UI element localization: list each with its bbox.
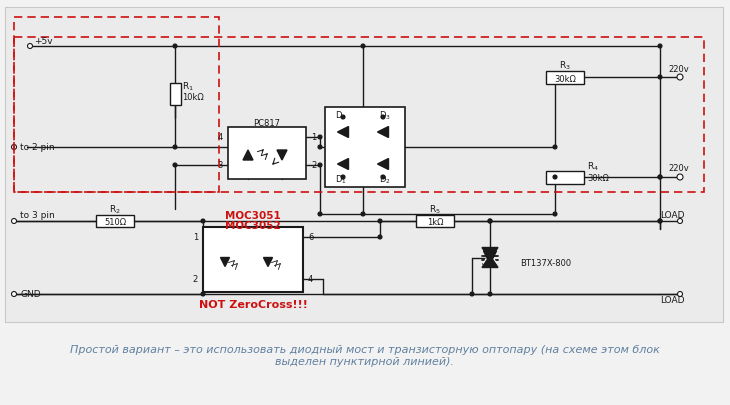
Polygon shape [483, 252, 496, 264]
Circle shape [201, 292, 205, 296]
Text: MOC3052: MOC3052 [225, 220, 281, 230]
Text: D$_4$: D$_4$ [335, 109, 347, 122]
Text: 30kΩ: 30kΩ [554, 74, 576, 83]
Polygon shape [482, 248, 498, 260]
Text: R$_2$: R$_2$ [109, 203, 121, 216]
Text: 510Ω: 510Ω [104, 218, 126, 227]
Text: to 2 pin: to 2 pin [20, 143, 55, 152]
Circle shape [381, 116, 385, 120]
Polygon shape [337, 127, 348, 138]
Circle shape [677, 75, 683, 81]
Polygon shape [277, 151, 287, 161]
Circle shape [658, 220, 662, 224]
Text: 10kΩ: 10kΩ [182, 93, 204, 102]
Circle shape [658, 175, 662, 179]
Polygon shape [482, 256, 498, 268]
Circle shape [658, 76, 662, 80]
Circle shape [553, 175, 557, 179]
Bar [203, 228, 303, 292]
Circle shape [658, 220, 662, 224]
Text: 220v: 220v [668, 164, 688, 173]
Bar [14, 18, 219, 192]
Text: BT137X-800: BT137X-800 [520, 258, 571, 267]
Text: 220v: 220v [668, 64, 688, 73]
Polygon shape [243, 151, 253, 161]
Polygon shape [483, 252, 496, 264]
Text: выделен пунктирной линией).: выделен пунктирной линией). [275, 356, 455, 366]
Bar [325, 108, 405, 188]
Circle shape [173, 164, 177, 168]
Bar [169, 84, 180, 106]
Bar [546, 71, 584, 84]
Circle shape [470, 292, 474, 296]
Circle shape [378, 220, 382, 224]
Polygon shape [264, 258, 272, 267]
Circle shape [378, 235, 382, 239]
Circle shape [488, 292, 492, 296]
Text: Простой вариант – это использовать диодный мост и транзисторную оптопару (на схе: Простой вариант – это использовать диодн… [70, 344, 660, 354]
Circle shape [12, 145, 17, 150]
Circle shape [381, 175, 385, 179]
Text: R$_5$: R$_5$ [429, 203, 441, 216]
Bar [546, 171, 584, 184]
Bar [14, 38, 704, 192]
Circle shape [361, 213, 365, 216]
Circle shape [28, 45, 33, 49]
Circle shape [658, 45, 662, 49]
Circle shape [173, 45, 177, 49]
Circle shape [201, 220, 205, 224]
Text: 4: 4 [308, 275, 313, 284]
Text: 30kΩ: 30kΩ [587, 174, 609, 183]
Text: 2: 2 [193, 275, 198, 284]
Text: to 3 pin: to 3 pin [20, 211, 55, 220]
Circle shape [553, 146, 557, 149]
Text: R$_4$: R$_4$ [587, 160, 599, 173]
Circle shape [12, 292, 17, 297]
Text: NOT ZeroCross!!!: NOT ZeroCross!!! [199, 299, 307, 309]
Text: D$_2$: D$_2$ [379, 173, 391, 186]
Text: +5v: +5v [34, 36, 53, 45]
Text: 1: 1 [193, 233, 198, 242]
Text: R$_1$: R$_1$ [182, 81, 194, 93]
Circle shape [677, 219, 683, 224]
Bar [416, 215, 454, 228]
Circle shape [173, 146, 177, 149]
Text: D$_3$: D$_3$ [379, 109, 391, 122]
Circle shape [658, 175, 662, 179]
Text: LOAD: LOAD [660, 211, 685, 220]
Text: MOC3051: MOC3051 [225, 211, 281, 220]
Text: GND: GND [20, 290, 41, 299]
Polygon shape [220, 258, 229, 267]
Bar [5, 8, 723, 322]
Text: 6: 6 [308, 233, 313, 242]
Circle shape [677, 175, 683, 181]
Text: 1: 1 [311, 133, 316, 142]
Text: R$_3$: R$_3$ [559, 60, 571, 72]
Circle shape [341, 116, 345, 120]
Bar [96, 215, 134, 228]
Circle shape [553, 213, 557, 216]
Polygon shape [377, 159, 388, 170]
Polygon shape [377, 127, 388, 138]
Circle shape [318, 213, 322, 216]
Circle shape [318, 136, 322, 140]
Circle shape [361, 45, 365, 49]
Text: 4: 4 [218, 133, 223, 142]
Text: PC817: PC817 [253, 118, 280, 127]
Text: LOAD: LOAD [660, 296, 685, 305]
Text: 3: 3 [218, 161, 223, 170]
Bar [228, 128, 306, 179]
Circle shape [488, 220, 492, 224]
Circle shape [488, 220, 492, 224]
Polygon shape [337, 159, 348, 170]
Circle shape [12, 219, 17, 224]
Text: 1kΩ: 1kΩ [427, 218, 443, 227]
Circle shape [341, 175, 345, 179]
Circle shape [318, 146, 322, 149]
Text: 2: 2 [311, 161, 316, 170]
Text: D$_1$: D$_1$ [335, 173, 347, 186]
Circle shape [318, 164, 322, 168]
Circle shape [677, 292, 683, 297]
